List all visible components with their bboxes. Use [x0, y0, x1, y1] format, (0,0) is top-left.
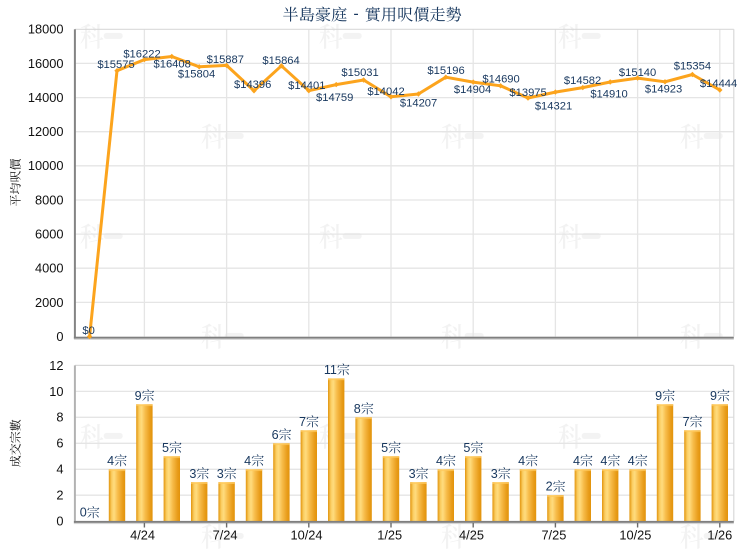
- svg-text:7/25: 7/25: [541, 527, 566, 542]
- svg-text:$15864: $15864: [262, 55, 299, 67]
- svg-text:4: 4: [628, 454, 635, 468]
- svg-text:$14401: $14401: [288, 80, 325, 92]
- svg-text:10: 10: [49, 384, 63, 399]
- svg-text:6000: 6000: [35, 227, 63, 242]
- svg-text:$14904: $14904: [454, 84, 491, 96]
- svg-text:8000: 8000: [35, 192, 63, 207]
- svg-text:1/26: 1/26: [707, 527, 732, 542]
- svg-text:3: 3: [189, 467, 196, 481]
- svg-text:6: 6: [272, 428, 279, 442]
- svg-text:3: 3: [409, 467, 416, 481]
- svg-text:14000: 14000: [28, 90, 64, 105]
- svg-text:4: 4: [244, 454, 251, 468]
- svg-text:$14396: $14396: [234, 79, 271, 91]
- svg-text:4: 4: [107, 454, 114, 468]
- svg-text:4: 4: [56, 462, 63, 477]
- svg-text:9: 9: [710, 389, 717, 403]
- svg-text:1/25: 1/25: [377, 527, 402, 542]
- svg-text:6: 6: [56, 436, 63, 451]
- svg-text:2000: 2000: [35, 295, 63, 310]
- svg-text:10/25: 10/25: [619, 527, 651, 542]
- svg-text:$14690: $14690: [482, 73, 519, 85]
- svg-text:4/24: 4/24: [130, 527, 155, 542]
- svg-text:$14923: $14923: [645, 83, 682, 95]
- svg-text:5: 5: [463, 441, 470, 455]
- svg-text:$15887: $15887: [207, 54, 244, 66]
- svg-text:4000: 4000: [35, 261, 63, 276]
- svg-text:9: 9: [655, 389, 662, 403]
- svg-text:7: 7: [683, 415, 690, 429]
- svg-text:5: 5: [162, 441, 169, 455]
- svg-text:$16408: $16408: [154, 59, 191, 71]
- svg-text:$0: $0: [82, 325, 94, 337]
- svg-text:5: 5: [381, 441, 388, 455]
- svg-text:$13975: $13975: [509, 87, 546, 99]
- svg-text:7/24: 7/24: [213, 527, 238, 542]
- svg-text:4/25: 4/25: [459, 527, 484, 542]
- svg-text:10/24: 10/24: [290, 527, 322, 542]
- svg-text:$16222: $16222: [123, 49, 160, 61]
- svg-text:4: 4: [518, 454, 525, 468]
- svg-text:0: 0: [56, 514, 63, 529]
- svg-text:$14910: $14910: [590, 88, 627, 100]
- svg-text:$15031: $15031: [341, 67, 378, 79]
- svg-text:4: 4: [436, 454, 443, 468]
- svg-text:0: 0: [80, 506, 87, 520]
- svg-text:7: 7: [299, 415, 306, 429]
- svg-text:$15196: $15196: [427, 65, 464, 77]
- svg-text:$15804: $15804: [178, 69, 215, 81]
- svg-text:12: 12: [49, 358, 63, 373]
- svg-text:$14207: $14207: [400, 97, 437, 109]
- svg-text:$14759: $14759: [316, 92, 353, 104]
- svg-text:4: 4: [600, 454, 607, 468]
- svg-text:2: 2: [56, 488, 63, 503]
- svg-text:3: 3: [217, 467, 224, 481]
- svg-text:$14321: $14321: [535, 101, 572, 113]
- svg-text:$14042: $14042: [367, 86, 404, 98]
- svg-text:18000: 18000: [28, 22, 64, 37]
- svg-text:$15354: $15354: [674, 60, 711, 72]
- svg-text:$14444: $14444: [700, 78, 737, 90]
- svg-text:10000: 10000: [28, 158, 64, 173]
- svg-text:$15575: $15575: [97, 59, 134, 71]
- svg-text:11: 11: [324, 363, 337, 377]
- svg-text:16000: 16000: [28, 56, 64, 71]
- svg-text:8: 8: [354, 402, 361, 416]
- svg-text:3: 3: [491, 467, 498, 481]
- svg-text:0: 0: [56, 329, 63, 344]
- svg-text:12000: 12000: [28, 124, 64, 139]
- svg-text:2: 2: [546, 480, 553, 494]
- svg-text:$15140: $15140: [619, 67, 656, 79]
- svg-text:9: 9: [135, 389, 142, 403]
- svg-text:$14582: $14582: [564, 75, 601, 87]
- svg-text:8: 8: [56, 410, 63, 425]
- svg-text:-: -: [353, 6, 358, 23]
- svg-text:4: 4: [573, 454, 580, 468]
